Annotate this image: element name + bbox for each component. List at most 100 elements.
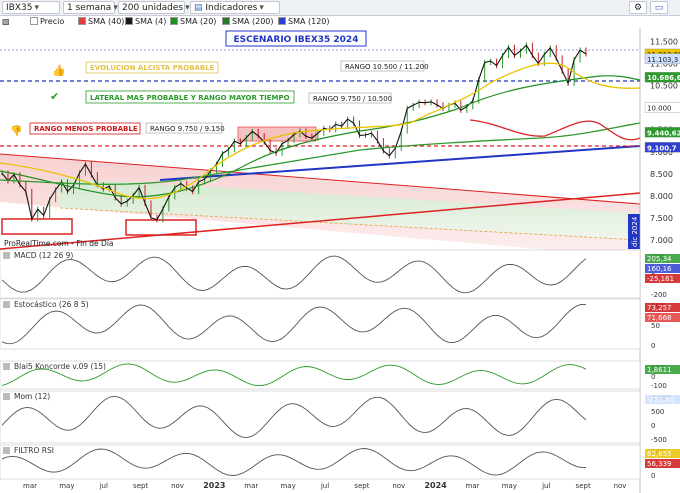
last-value-box — [644, 72, 680, 83]
range-label-2: RANGO 9.750 / 10.500 — [313, 95, 392, 103]
x-tick-label: nov — [392, 482, 405, 490]
units-label: 200 unidades — [122, 3, 184, 13]
sma-20-line — [469, 119, 641, 141]
indicator-line — [1, 395, 587, 439]
legend-item-price[interactable]: Precio — [30, 17, 64, 27]
symbol-selector[interactable]: IBX35 ▾ — [2, 1, 60, 14]
x-tick-label: sept — [354, 482, 369, 490]
period-selector[interactable]: 1 semana ▾ — [63, 1, 118, 14]
indicator-name: Mom (12) — [14, 392, 50, 401]
indicator-tick: -500 — [651, 436, 667, 444]
indicator-value: 73,257 — [647, 304, 672, 312]
x-axis: mar may jul sept nov 2023 mar may jul sept nov 2024… — [23, 481, 626, 490]
chart-icon: ▧ — [2, 17, 10, 26]
indicator-panel — [0, 249, 641, 299]
indicator-value: -221,60 — [647, 396, 674, 404]
thumbs-down-icon: 👎 — [10, 125, 22, 137]
indicator-tick: 0 — [651, 373, 655, 381]
indicator-panel — [0, 298, 641, 350]
annotation-lateral: LATERAL MAS PROBABLE Y RANGO MAYOR TIEMP… — [90, 94, 290, 102]
annotation-box-lateral — [85, 90, 295, 104]
last-value-labels: 11.213,9011.103,310.686,6610.0009.440,62… — [644, 48, 680, 153]
annotation-alcista: EVOLUCION ALCISTA PROBABLE — [90, 64, 215, 72]
low-box-2022b — [125, 219, 197, 236]
x-tick-label: mar — [23, 482, 37, 490]
indicator-value-box — [645, 459, 680, 468]
date-marker — [628, 214, 640, 249]
settings-gear-icon[interactable]: ⚙ — [629, 1, 647, 14]
annotation-box-menos — [29, 122, 141, 135]
legend-swatch — [170, 17, 178, 25]
indicator-value: 71,668 — [647, 314, 672, 322]
price-tick: 7.000 — [650, 236, 673, 245]
legend-swatch — [278, 17, 286, 25]
channel-midline — [59, 207, 641, 241]
uptrend-line-blue — [159, 145, 641, 181]
indicator-tick: 0 — [651, 342, 655, 350]
check-icon: ✔ — [50, 90, 59, 103]
indicator-panels: MACD (12 26 9)2000-200205,34160,16-25,16… — [0, 249, 680, 480]
x-tick-label: may — [502, 482, 517, 490]
indicator-value: 1,8611 — [647, 366, 672, 374]
indicator-line — [1, 448, 587, 476]
chart-title: ESCENARIO IBEX35 2024 — [234, 35, 359, 45]
x-tick-label: sept — [576, 482, 591, 490]
chevron-down-icon: ▾ — [113, 3, 118, 13]
price-tick: 10.500 — [650, 81, 678, 90]
sma-120-line — [0, 122, 641, 185]
sma-40-line — [0, 62, 641, 200]
legend-item-sma200[interactable]: SMA (200) — [222, 17, 274, 27]
maximize-icon[interactable]: ▭ — [650, 1, 668, 14]
indicators-button[interactable]: ▤ Indicadores ▾ — [190, 1, 280, 14]
indicator-value-box — [645, 449, 680, 458]
sma-200-line — [0, 75, 641, 198]
x-tick-label: may — [280, 482, 295, 490]
x-tick-label: jul — [99, 482, 108, 490]
indicator-value: 160,16 — [647, 265, 672, 273]
indicator-value: -25,161 — [647, 275, 674, 283]
units-selector[interactable]: 200 unidades ▾ — [118, 1, 190, 14]
last-value-label: 9.100,7 — [647, 144, 677, 152]
legend-item-sma20[interactable]: SMA (20) — [170, 17, 216, 27]
x-tick-label: jul — [320, 482, 329, 490]
price-tick: 8.000 — [650, 192, 673, 201]
bullish-channel-shade — [60, 178, 640, 240]
indicator-icon — [3, 447, 10, 454]
indicator-line — [1, 304, 587, 345]
source-label: ProRealTime.com - Fin de Día — [4, 239, 114, 248]
legend-swatch — [125, 17, 133, 25]
indicator-panel — [0, 444, 641, 480]
indicator-tick: 50 — [651, 322, 660, 330]
indicator-panel — [0, 390, 641, 444]
x-tick-label: nov — [614, 482, 627, 490]
price-tick: 8.500 — [650, 170, 673, 179]
legend-item-sma40[interactable]: SMA (40) — [78, 17, 124, 27]
indicator-value-box — [645, 264, 680, 273]
period-label: 1 semana — [67, 3, 112, 13]
legend-item-sma120[interactable]: SMA (120) — [278, 17, 330, 27]
indicator-value-box — [645, 395, 680, 404]
indicator-tick: -100 — [651, 382, 667, 390]
thumbs-up-icon: 👍 — [52, 64, 66, 77]
annotation-menos: RANGO MENOS PROBABLE — [34, 125, 138, 133]
x-tick-label: mar — [244, 482, 258, 490]
indicator-icon — [3, 363, 10, 370]
chevron-down-icon: ▾ — [34, 3, 39, 13]
last-value-label: 10.686,66 — [647, 74, 680, 82]
price-tick: 7.500 — [650, 214, 673, 223]
downtrend-line — [0, 153, 641, 205]
indicator-tick: -200 — [651, 291, 667, 299]
x-tick-label: sept — [133, 482, 148, 490]
legend-item-sma4[interactable]: SMA (4) — [125, 17, 166, 27]
indicator-tick: 0 — [651, 422, 655, 430]
indicator-tick: 500 — [651, 408, 664, 416]
chart-area[interactable]: ESCENARIO IBEX35 2024 👍 EVOLUCION ALCIST… — [0, 28, 680, 493]
indicator-value-box — [645, 254, 680, 263]
legend: ▧ Precio SMA (40) SMA (4) SMA (20) SMA (… — [0, 16, 680, 28]
indicator-value: 56,339 — [647, 460, 672, 468]
indicator-tick: 0 — [651, 472, 655, 480]
indicator-line — [1, 255, 587, 294]
range-label-3: RANGO 9.750 / 9.150 — [150, 125, 225, 133]
range-label-1: RANGO 10.500 / 11.200 — [345, 63, 429, 71]
x-tick-label: may — [59, 482, 74, 490]
